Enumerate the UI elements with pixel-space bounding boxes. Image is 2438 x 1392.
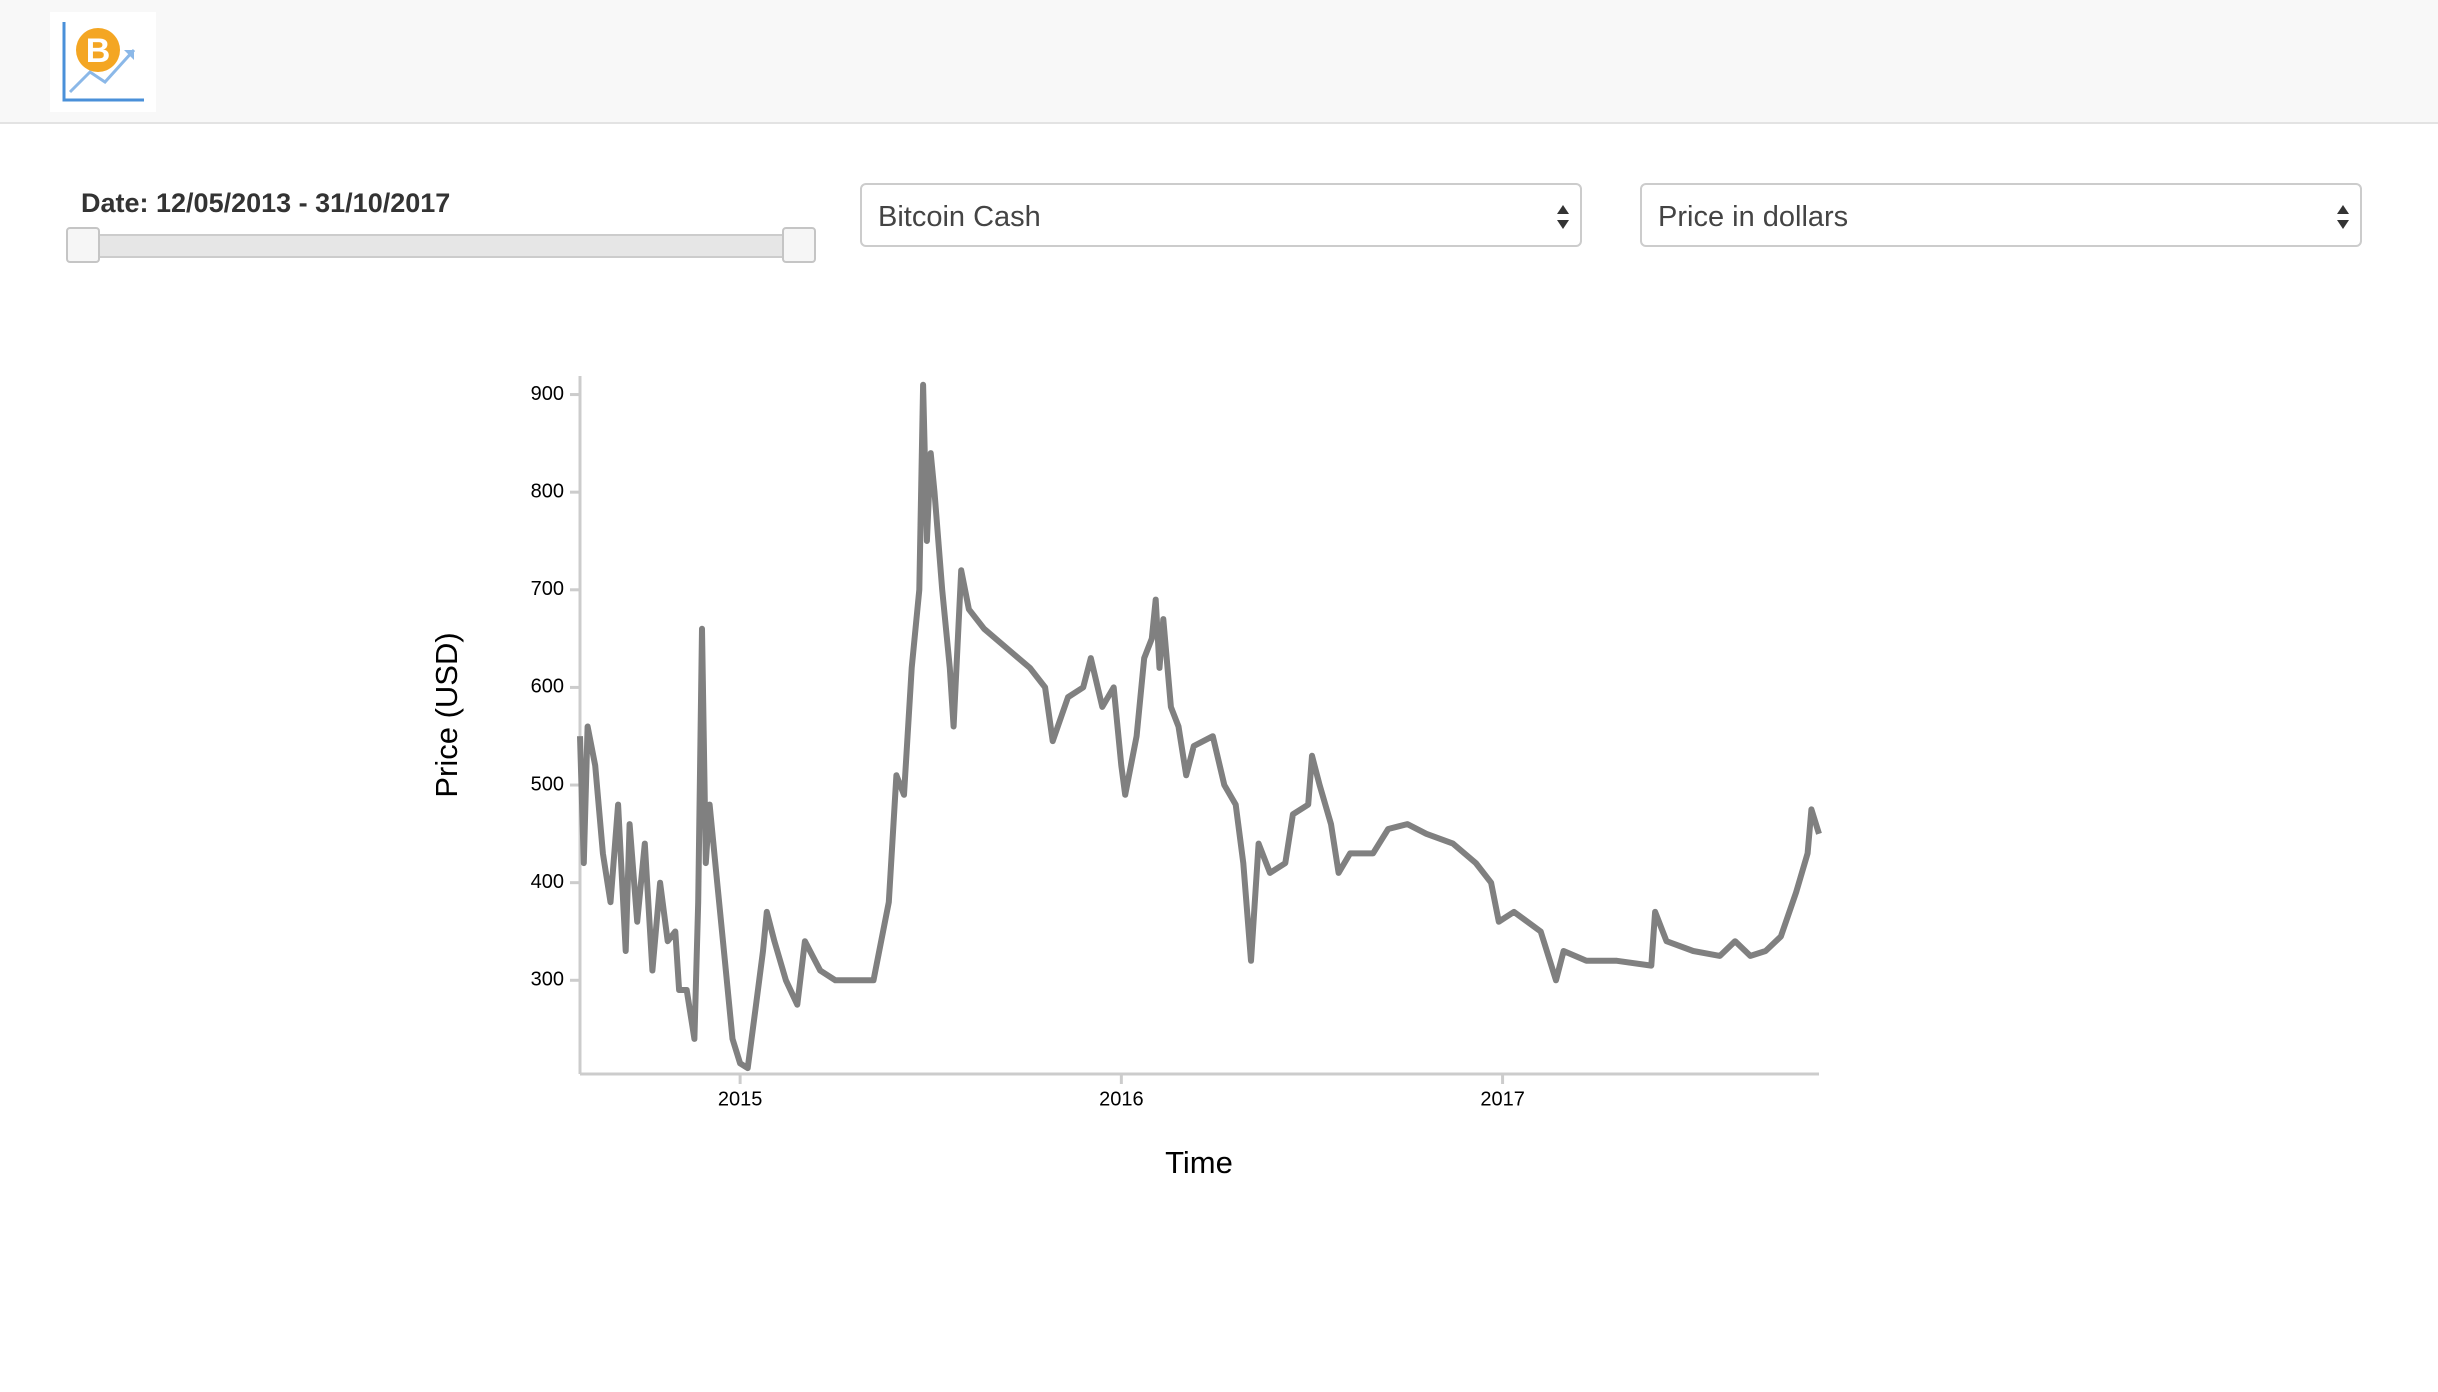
slider-handle[interactable] (782, 227, 816, 263)
select-arrows (1557, 205, 1569, 229)
y-tick-label: 300 (531, 969, 564, 991)
header: B (0, 0, 2438, 124)
y-tick-label: 700 (531, 578, 564, 600)
y-tick-label: 600 (531, 676, 564, 698)
svg-text:B: B (86, 32, 111, 70)
logo[interactable]: B (50, 12, 156, 112)
y-tick-label: 400 (531, 871, 564, 893)
x-tick-label: 2017 (1480, 1088, 1525, 1110)
slider-handle[interactable] (66, 227, 100, 263)
select-text: Price in dollars (1658, 201, 1849, 233)
price-line (577, 381, 1822, 1072)
x-tick-label: 2016 (1099, 1088, 1144, 1110)
date-label: Date: 12/05/2013 - 31/10/2017 (81, 188, 451, 218)
slider-track[interactable] (70, 234, 814, 258)
y-tick-label: 900 (531, 383, 564, 405)
y-tick-label: 800 (531, 480, 564, 502)
select-arrows (2337, 205, 2349, 229)
y-axis-title: Price (USD) (429, 632, 464, 797)
coin-select[interactable]: Bitcoin Cash (860, 183, 1582, 247)
x-axis-title: Time (1165, 1145, 1233, 1180)
y-tick-label: 500 (531, 773, 564, 795)
select-text: Bitcoin Cash (878, 201, 1041, 233)
metric-select[interactable]: Price in dollars (1640, 183, 2362, 247)
x-tick-label: 2015 (718, 1088, 763, 1110)
